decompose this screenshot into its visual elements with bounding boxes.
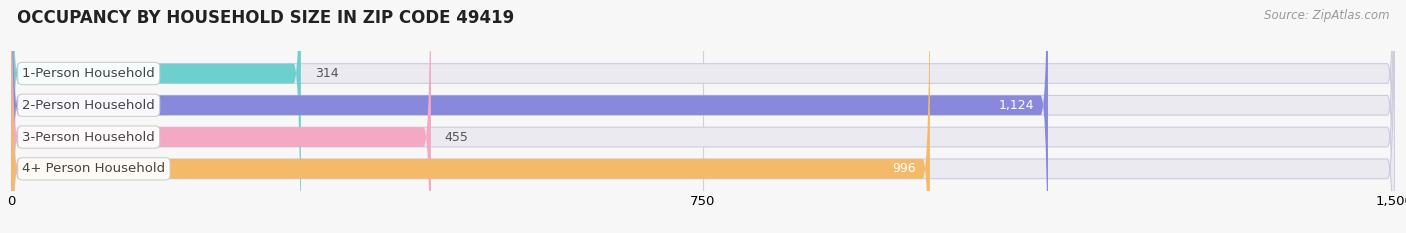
FancyBboxPatch shape [11,0,1395,233]
Text: OCCUPANCY BY HOUSEHOLD SIZE IN ZIP CODE 49419: OCCUPANCY BY HOUSEHOLD SIZE IN ZIP CODE … [17,9,515,27]
FancyBboxPatch shape [11,0,1047,233]
FancyBboxPatch shape [11,0,1395,233]
FancyBboxPatch shape [11,0,929,233]
FancyBboxPatch shape [11,0,430,233]
FancyBboxPatch shape [11,0,1395,233]
Text: 2-Person Household: 2-Person Household [22,99,155,112]
Text: 4+ Person Household: 4+ Person Household [22,162,166,175]
Text: 1,124: 1,124 [998,99,1035,112]
Text: 314: 314 [315,67,339,80]
Text: 3-Person Household: 3-Person Household [22,130,155,144]
FancyBboxPatch shape [11,0,1395,233]
Text: Source: ZipAtlas.com: Source: ZipAtlas.com [1264,9,1389,22]
Text: 455: 455 [444,130,468,144]
FancyBboxPatch shape [11,0,301,233]
Text: 1-Person Household: 1-Person Household [22,67,155,80]
Text: 996: 996 [893,162,917,175]
